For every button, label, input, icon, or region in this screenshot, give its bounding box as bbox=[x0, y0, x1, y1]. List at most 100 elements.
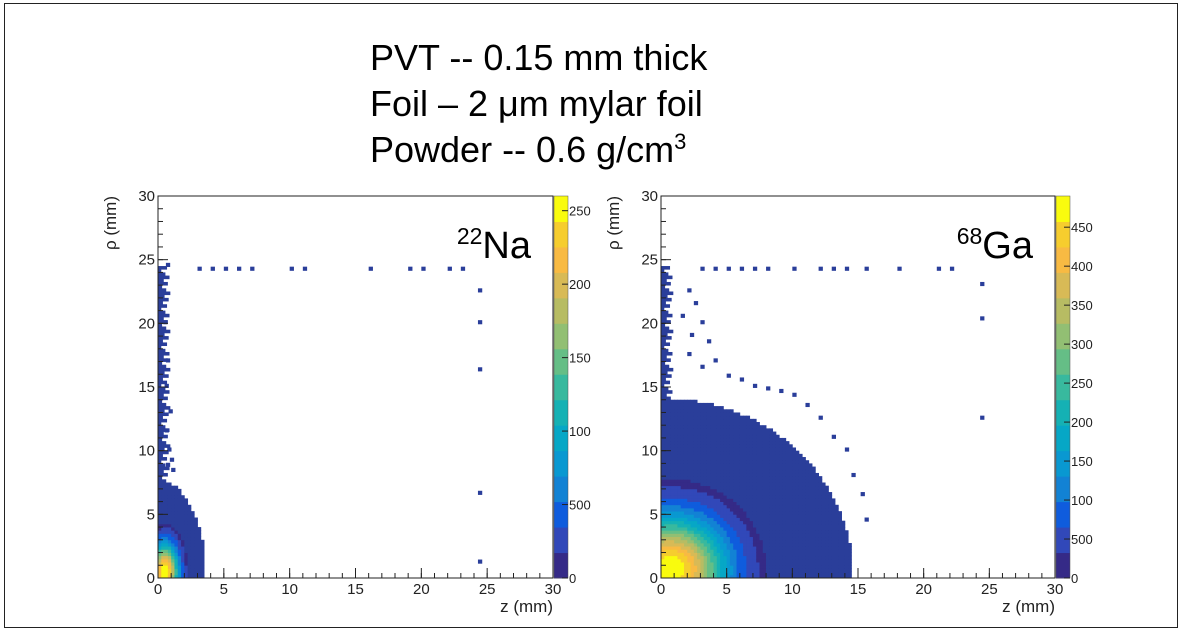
heatmap-cell bbox=[749, 495, 754, 499]
heatmap-cell bbox=[713, 536, 718, 541]
heatmap-cell bbox=[716, 539, 721, 544]
x-axis-label: z (mm) bbox=[500, 597, 553, 616]
heatmap-cell bbox=[821, 527, 826, 531]
heatmap-cell bbox=[716, 488, 721, 493]
heatmap-cell bbox=[680, 485, 685, 490]
heatmap-cell bbox=[177, 495, 182, 499]
heatmap-cell bbox=[664, 492, 668, 496]
heatmap-cell bbox=[158, 339, 163, 343]
heatmap-cell bbox=[158, 501, 162, 506]
heatmap-cell bbox=[818, 479, 823, 483]
heatmap-cell bbox=[661, 304, 671, 308]
heatmap-cell bbox=[726, 457, 731, 461]
heatmap-cell bbox=[693, 472, 698, 477]
heatmap-cell bbox=[184, 558, 189, 563]
heatmap-cell bbox=[821, 536, 826, 541]
heatmap-cell bbox=[766, 536, 770, 541]
heatmap-cell bbox=[703, 536, 708, 541]
heatmap-cell bbox=[677, 527, 682, 531]
heatmap-cell bbox=[782, 466, 787, 471]
heatmap-cell bbox=[200, 546, 205, 550]
heatmap-cell bbox=[772, 495, 777, 499]
heatmap-cell bbox=[749, 441, 754, 445]
isotope-mass-number: 22 bbox=[457, 223, 483, 249]
heatmap-cell bbox=[825, 549, 829, 553]
heatmap-cell bbox=[743, 453, 747, 458]
heatmap-cell bbox=[720, 412, 724, 417]
heatmap-cell bbox=[184, 520, 189, 525]
heatmap-cell bbox=[795, 501, 800, 506]
data-point bbox=[805, 402, 810, 408]
heatmap-cell bbox=[726, 485, 731, 490]
heatmap-cell bbox=[769, 542, 774, 547]
heatmap-cell bbox=[759, 523, 764, 528]
heatmap-cell bbox=[831, 571, 836, 576]
heatmap-cell bbox=[848, 574, 852, 579]
heatmap-cell bbox=[746, 447, 751, 452]
heatmap-cell bbox=[716, 527, 721, 531]
heatmap-cell bbox=[775, 507, 780, 512]
heatmap-cell bbox=[736, 539, 741, 544]
heatmap-cell bbox=[746, 565, 751, 569]
heatmap-cell bbox=[158, 549, 162, 553]
heatmap-cell bbox=[677, 511, 682, 515]
heatmap-cell bbox=[821, 523, 826, 528]
heatmap-cell bbox=[661, 415, 665, 420]
heatmap-cell bbox=[706, 488, 711, 493]
heatmap-cell bbox=[798, 479, 803, 483]
heatmap-cell bbox=[716, 552, 721, 557]
heatmap-cell bbox=[680, 412, 685, 417]
heatmap-cell bbox=[792, 527, 797, 531]
heatmap-cell bbox=[680, 422, 685, 426]
heatmap-cell bbox=[674, 565, 678, 569]
heatmap-cell bbox=[769, 536, 774, 541]
heatmap-cell bbox=[697, 434, 701, 439]
heatmap-cell bbox=[746, 434, 751, 439]
heatmap-cell bbox=[703, 562, 708, 566]
heatmap-cell bbox=[677, 437, 682, 442]
heatmap-cell bbox=[739, 463, 744, 467]
heatmap-cell bbox=[736, 546, 741, 550]
heatmap-cell bbox=[782, 495, 787, 499]
heatmap-cell bbox=[835, 558, 839, 563]
heatmap-cell bbox=[693, 447, 698, 452]
heatmap-cell bbox=[752, 482, 757, 487]
heatmap-cell bbox=[838, 533, 842, 538]
heatmap-cell bbox=[664, 565, 668, 569]
heatmap-cell bbox=[759, 457, 764, 461]
heatmap-cell bbox=[720, 542, 724, 547]
heatmap-cell bbox=[795, 479, 800, 483]
heatmap-cell bbox=[687, 549, 691, 553]
heatmap-cell bbox=[177, 488, 182, 493]
heatmap-cell bbox=[805, 492, 810, 496]
heatmap-cell bbox=[733, 476, 737, 480]
heatmap-cell bbox=[680, 444, 685, 448]
heatmap-cell bbox=[697, 552, 701, 557]
heatmap-cell bbox=[736, 517, 741, 522]
heatmap-cell bbox=[723, 434, 728, 439]
heatmap-cell bbox=[680, 469, 685, 474]
heatmap-cell bbox=[795, 469, 800, 474]
heatmap-cell bbox=[687, 476, 691, 480]
heatmap-cell bbox=[683, 488, 688, 493]
heatmap-cell bbox=[726, 415, 731, 420]
heatmap-cell bbox=[759, 533, 764, 538]
heatmap-cell bbox=[785, 539, 790, 544]
data-point bbox=[713, 266, 718, 271]
heatmap-cell bbox=[812, 501, 816, 506]
heatmap-cell bbox=[756, 453, 760, 458]
heatmap-cell bbox=[181, 552, 185, 557]
heatmap-cell bbox=[680, 520, 685, 525]
heatmap-cell bbox=[187, 565, 192, 569]
heatmap-cell bbox=[158, 568, 162, 573]
heatmap-cell bbox=[687, 457, 691, 461]
heatmap-cell bbox=[805, 495, 810, 499]
heatmap-cell bbox=[706, 415, 711, 420]
heatmap-cell bbox=[785, 530, 790, 534]
heatmap-cell bbox=[177, 517, 182, 522]
heatmap-cell bbox=[825, 539, 829, 544]
title-line-3: Powder -- 0.6 g/cm3 bbox=[370, 131, 686, 168]
heatmap-cell bbox=[838, 558, 842, 563]
heatmap-cell bbox=[805, 533, 810, 538]
heatmap-cell bbox=[756, 501, 760, 506]
